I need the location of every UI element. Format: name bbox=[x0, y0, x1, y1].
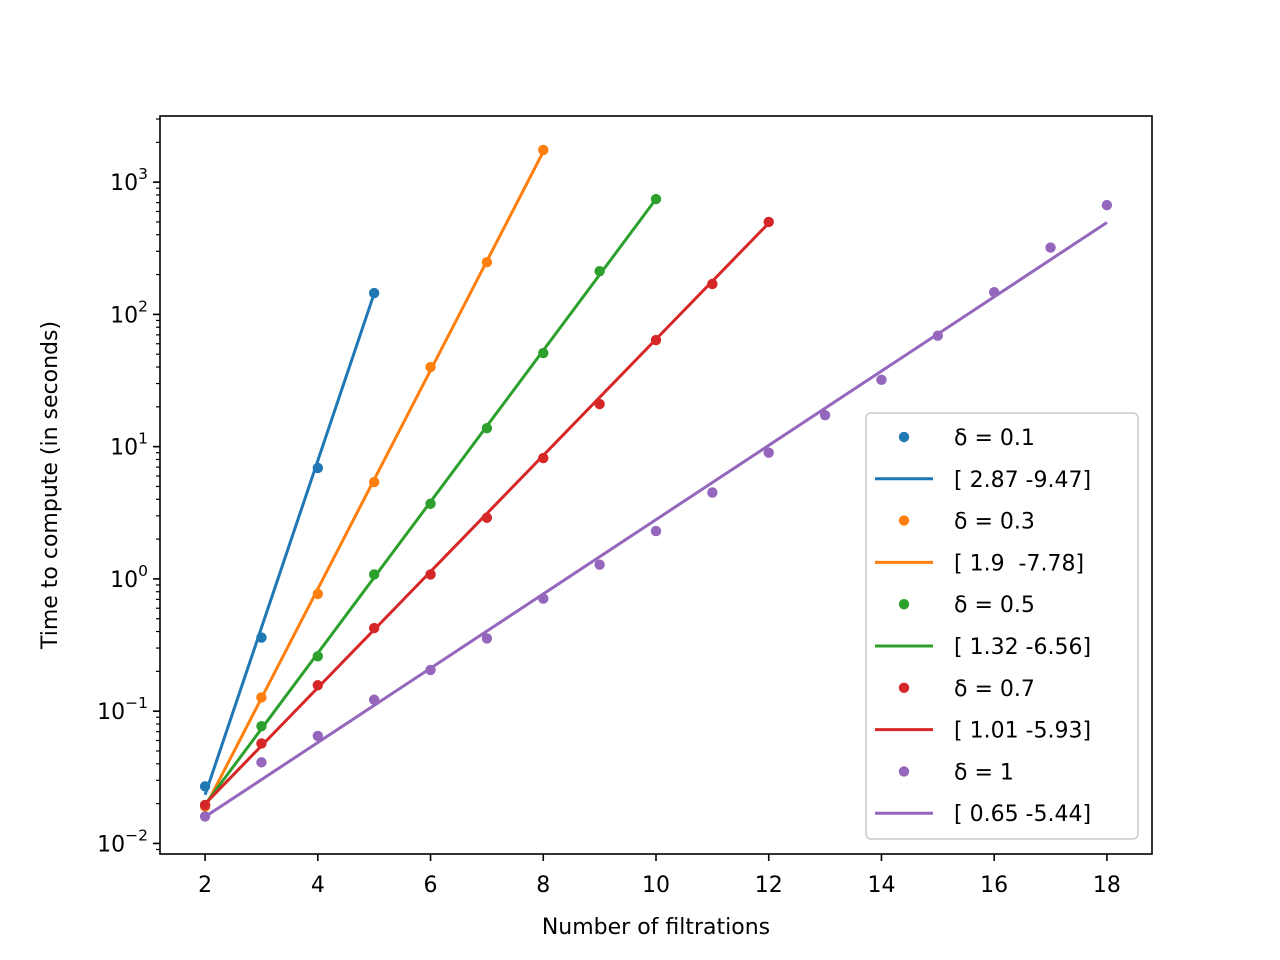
data-point bbox=[199, 781, 211, 792]
y-axis-label: Time to compute (in seconds) bbox=[38, 321, 63, 650]
y-tick-label: 10−1 bbox=[97, 694, 148, 725]
data-point bbox=[312, 462, 324, 474]
data-point bbox=[1101, 199, 1113, 211]
legend-fit-label: [ 1.01 -5.93] bbox=[954, 719, 1091, 744]
data-point bbox=[538, 452, 549, 464]
data-point bbox=[707, 487, 718, 498]
x-tick-label: 8 bbox=[536, 873, 550, 898]
legend-marker bbox=[898, 515, 910, 526]
data-point bbox=[312, 588, 324, 600]
fit-line bbox=[204, 221, 1108, 819]
legend-marker bbox=[898, 766, 910, 777]
data-point bbox=[876, 374, 887, 386]
legend-marker bbox=[898, 431, 910, 443]
legend-label: δ = 0.7 bbox=[954, 677, 1035, 702]
x-tick-label: 10 bbox=[642, 873, 670, 898]
data-point bbox=[425, 569, 436, 580]
x-tick-label: 18 bbox=[1093, 873, 1121, 898]
data-point bbox=[481, 257, 493, 268]
data-point bbox=[368, 476, 380, 488]
x-axis-label: Number of filtrations bbox=[542, 915, 770, 940]
y-tick-label: 103 bbox=[110, 165, 148, 196]
data-point bbox=[425, 664, 436, 676]
legend: δ = 0.1 [ 2.87 -9.47] δ = 0.3 [ 1.9 -7.78] δ… bbox=[865, 412, 1139, 840]
x-axis-ticks: 2 4 6 8 10 12 14 16 18 bbox=[198, 854, 1121, 898]
series-0 bbox=[199, 287, 380, 796]
fit-line bbox=[203, 292, 376, 796]
legend-fit-label: [ 1.9 -7.78] bbox=[954, 551, 1084, 576]
y-tick-label: 100 bbox=[110, 562, 148, 593]
data-point bbox=[199, 799, 211, 811]
x-tick-label: 14 bbox=[867, 873, 895, 898]
data-point bbox=[199, 811, 211, 822]
data-point bbox=[368, 569, 380, 580]
data-point bbox=[256, 738, 267, 749]
data-point bbox=[650, 334, 662, 346]
data-point bbox=[594, 266, 605, 277]
data-point bbox=[256, 757, 267, 768]
series-3 bbox=[199, 216, 774, 811]
series-4 bbox=[199, 199, 1113, 822]
data-point bbox=[707, 278, 718, 290]
data-point bbox=[368, 694, 380, 705]
data-point bbox=[481, 633, 493, 644]
x-tick-label: 4 bbox=[311, 873, 325, 898]
data-point bbox=[256, 692, 267, 703]
data-point bbox=[763, 216, 774, 228]
legend-label: δ = 1 bbox=[954, 760, 1014, 785]
y-axis-ticks: 10−2 10−1 100 101 102 103 bbox=[97, 118, 160, 857]
legend-marker bbox=[898, 682, 910, 693]
data-point bbox=[650, 525, 662, 537]
data-point bbox=[368, 622, 380, 634]
data-point bbox=[481, 422, 493, 434]
data-point bbox=[932, 330, 944, 341]
legend-fit-label: [ 2.87 -9.47] bbox=[954, 468, 1091, 493]
data-point bbox=[256, 720, 267, 732]
legend-fit-label: [ 1.32 -6.56] bbox=[954, 635, 1091, 660]
data-point bbox=[256, 632, 267, 643]
y-tick-label: 10−2 bbox=[97, 826, 148, 857]
data-point bbox=[988, 287, 1000, 298]
legend-label: δ = 0.3 bbox=[954, 510, 1035, 535]
legend-label: δ = 0.5 bbox=[954, 593, 1035, 618]
data-point bbox=[312, 680, 324, 691]
data-point bbox=[425, 498, 436, 509]
y-tick-label: 102 bbox=[110, 297, 148, 328]
data-point bbox=[763, 447, 774, 458]
data-point bbox=[594, 559, 605, 570]
data-point bbox=[1045, 242, 1056, 253]
data-point bbox=[368, 287, 380, 299]
data-point bbox=[538, 347, 549, 359]
x-tick-label: 2 bbox=[198, 873, 212, 898]
data-point bbox=[538, 144, 549, 156]
legend-marker bbox=[898, 599, 910, 610]
y-tick-label: 101 bbox=[110, 430, 148, 461]
data-point bbox=[425, 361, 436, 373]
x-tick-label: 6 bbox=[424, 873, 438, 898]
data-point bbox=[312, 730, 324, 742]
data-point bbox=[594, 398, 605, 410]
x-tick-label: 16 bbox=[980, 873, 1008, 898]
data-point bbox=[312, 651, 324, 662]
data-point bbox=[650, 193, 662, 205]
legend-box bbox=[865, 412, 1139, 840]
x-tick-label: 12 bbox=[755, 873, 783, 898]
data-point bbox=[481, 512, 493, 523]
legend-fit-label: [ 0.65 -5.44] bbox=[954, 802, 1091, 827]
data-point bbox=[538, 593, 549, 604]
legend-label: δ = 0.1 bbox=[954, 426, 1035, 451]
data-point bbox=[819, 409, 831, 421]
plot-marks bbox=[199, 144, 1113, 822]
